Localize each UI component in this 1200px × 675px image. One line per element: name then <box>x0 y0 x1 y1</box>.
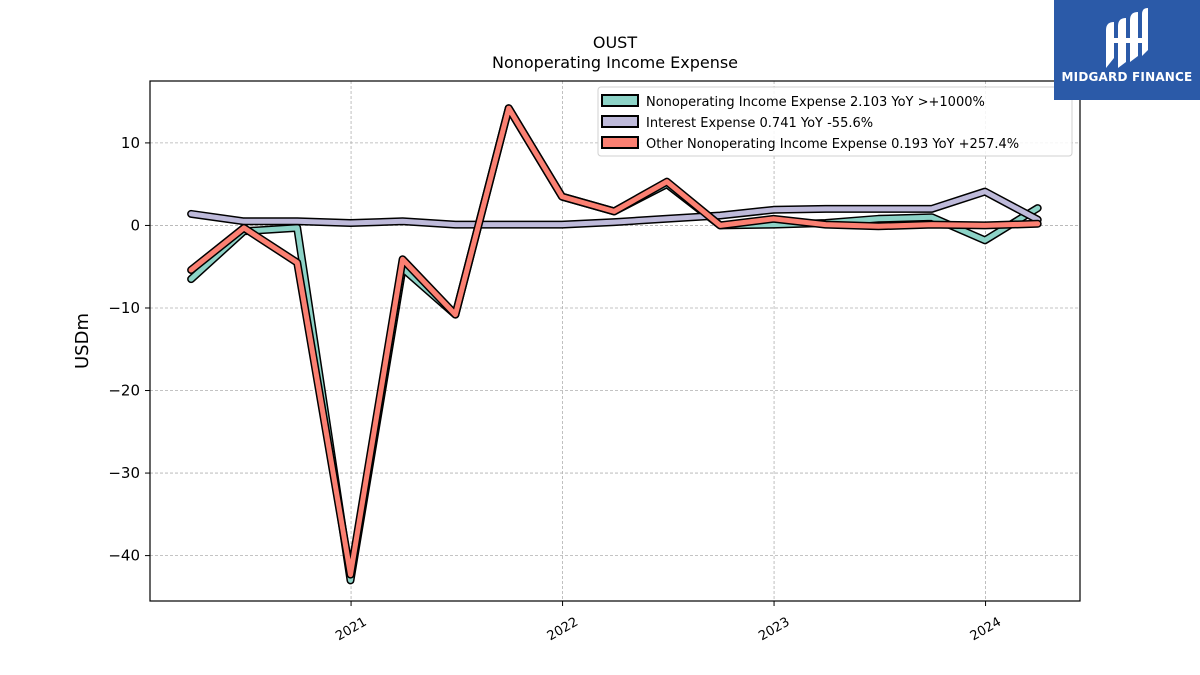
legend-box <box>597 86 1073 157</box>
chart-subtitle: Nonoperating Income Expense <box>492 53 738 72</box>
y-tick-label: −40 <box>108 547 140 565</box>
brand-name: MIDGARD FINANCE <box>1061 70 1193 84</box>
legend-entry-label: Interest Expense 0.741 YoY -55.6% <box>646 116 873 131</box>
y-axis-label: USDm <box>72 313 93 369</box>
y-tick-label: 10 <box>121 134 140 152</box>
x-tick-label: 2023 <box>756 615 792 645</box>
series-2 <box>187 104 1042 579</box>
x-tick-label: 2022 <box>545 615 581 645</box>
brand-logo: MIDGARD FINANCE <box>1054 0 1200 100</box>
y-tick-label: −20 <box>108 382 140 400</box>
series-line-outline <box>187 104 1042 585</box>
y-tick-label: −30 <box>108 464 140 482</box>
y-tick-label: 0 <box>130 216 140 234</box>
x-tick-label: 2021 <box>333 615 369 645</box>
legend-entry-label: Other Nonoperating Income Expense 0.193 … <box>646 137 1019 152</box>
grid <box>150 81 1080 601</box>
legend-swatch <box>601 136 639 149</box>
legend: Nonoperating Income Expense 2.103 YoY >+… <box>597 86 1073 157</box>
legend-swatch <box>601 115 639 128</box>
chart-title: OUST <box>593 33 637 52</box>
chart-title-group: OUST Nonoperating Income Expense <box>492 33 738 72</box>
legend-entry-label: Nonoperating Income Expense 2.103 YoY >+… <box>646 95 985 110</box>
midgard-logo-icon <box>1106 8 1148 68</box>
plot-frame <box>149 80 1081 602</box>
series-0 <box>187 104 1042 585</box>
legend-swatch <box>601 94 639 107</box>
series-1 <box>187 187 1042 229</box>
plot-series <box>187 104 1042 585</box>
x-tick-label: 2024 <box>968 615 1004 645</box>
y-tick-label: −10 <box>108 299 140 317</box>
